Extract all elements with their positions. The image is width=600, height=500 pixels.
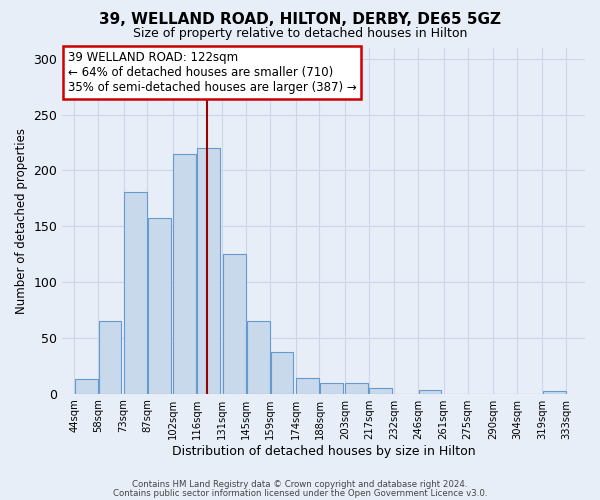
Bar bbox=[543, 392, 566, 394]
Bar bbox=[75, 379, 98, 394]
Bar bbox=[296, 378, 319, 394]
Text: Contains HM Land Registry data © Crown copyright and database right 2024.: Contains HM Land Registry data © Crown c… bbox=[132, 480, 468, 489]
Bar bbox=[98, 321, 121, 394]
Bar bbox=[124, 192, 147, 394]
Bar bbox=[346, 382, 368, 394]
Bar bbox=[197, 148, 220, 394]
Bar bbox=[148, 218, 171, 394]
Bar bbox=[320, 382, 343, 394]
Y-axis label: Number of detached properties: Number of detached properties bbox=[15, 128, 28, 314]
Bar bbox=[223, 254, 245, 394]
Bar bbox=[369, 388, 392, 394]
Bar bbox=[247, 321, 269, 394]
Text: Size of property relative to detached houses in Hilton: Size of property relative to detached ho… bbox=[133, 28, 467, 40]
Bar bbox=[173, 154, 196, 394]
Bar bbox=[419, 390, 442, 394]
Text: 39, WELLAND ROAD, HILTON, DERBY, DE65 5GZ: 39, WELLAND ROAD, HILTON, DERBY, DE65 5G… bbox=[99, 12, 501, 28]
Text: Contains public sector information licensed under the Open Government Licence v3: Contains public sector information licen… bbox=[113, 489, 487, 498]
X-axis label: Distribution of detached houses by size in Hilton: Distribution of detached houses by size … bbox=[172, 444, 475, 458]
Bar bbox=[271, 352, 293, 394]
Text: 39 WELLAND ROAD: 122sqm
← 64% of detached houses are smaller (710)
35% of semi-d: 39 WELLAND ROAD: 122sqm ← 64% of detache… bbox=[68, 51, 356, 94]
